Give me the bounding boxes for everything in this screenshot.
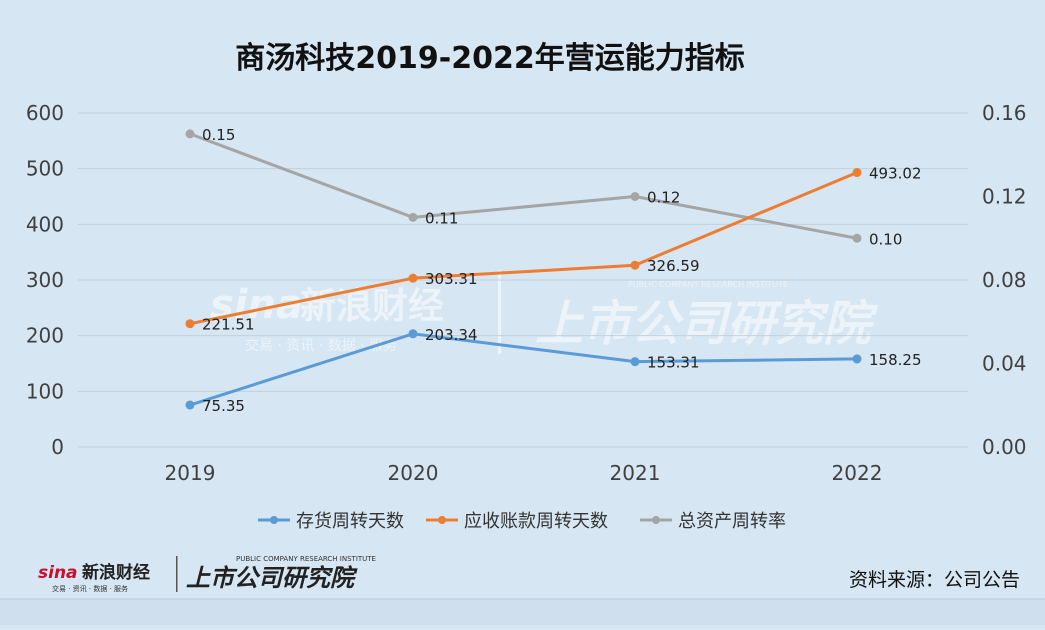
y-left-tick-label: 400 bbox=[26, 212, 64, 236]
data-label: 0.12 bbox=[647, 189, 680, 207]
legend-label-inventory: 存货周转天数 bbox=[296, 511, 404, 532]
data-point bbox=[630, 260, 640, 270]
logo-institute-en: PUBLIC COMPANY RESEARCH INSTITUTE bbox=[236, 555, 376, 563]
data-point bbox=[630, 357, 640, 367]
series-layer: 0.15 0.11 0.12 0.10 221.51 303.31 326.59 493.02… bbox=[185, 126, 922, 415]
legend-marker-inventory bbox=[270, 516, 278, 524]
data-label: 326.59 bbox=[647, 257, 700, 275]
data-point bbox=[852, 168, 862, 178]
data-point bbox=[185, 400, 195, 410]
data-point bbox=[408, 273, 418, 283]
x-tick-label: 2022 bbox=[832, 461, 883, 485]
footer-band bbox=[0, 599, 1045, 625]
data-point bbox=[408, 212, 418, 222]
series-0: 75.35 203.34 153.31 158.25 bbox=[185, 326, 922, 415]
y-left-tick-label: 200 bbox=[26, 324, 64, 348]
data-label: 0.11 bbox=[425, 209, 458, 227]
series-1: 221.51 303.31 326.59 493.02 bbox=[185, 165, 922, 334]
series-2: 0.15 0.11 0.12 0.10 bbox=[185, 126, 902, 248]
y-right-tick-label: 0.16 bbox=[982, 101, 1027, 125]
data-label: 303.31 bbox=[425, 270, 478, 288]
data-point bbox=[185, 129, 195, 139]
axis-labels: 0 100 200 300 400 500 600 0.00 0.04 0.08 0.12 0.16 2… bbox=[26, 101, 1027, 485]
data-label: 153.31 bbox=[647, 354, 700, 372]
y-left-tick-label: 600 bbox=[26, 101, 64, 125]
data-label: 221.51 bbox=[202, 316, 255, 334]
x-tick-label: 2019 bbox=[165, 461, 216, 485]
x-tick-label: 2020 bbox=[388, 461, 439, 485]
y-left-tick-label: 0 bbox=[51, 435, 64, 459]
data-point bbox=[852, 354, 862, 364]
y-right-tick-label: 0.08 bbox=[982, 268, 1027, 292]
watermark-institute-cn: 上市公司研究院 bbox=[535, 296, 879, 352]
logo-divider bbox=[176, 556, 178, 592]
series-line bbox=[189, 171, 858, 326]
data-label: 203.34 bbox=[425, 326, 478, 344]
y-right-tick-label: 0.00 bbox=[982, 435, 1027, 459]
logo-institute-cn: 上市公司研究院 bbox=[186, 564, 358, 592]
bottom-logo: sina 新浪财经 交易 · 资讯 · 数据 · 服务 PUBLIC COMPA… bbox=[38, 555, 376, 593]
watermark-finance: 新浪财经 bbox=[300, 286, 444, 327]
logo-finance: 新浪财经 bbox=[82, 562, 150, 583]
data-label: 158.25 bbox=[869, 351, 922, 369]
legend: 存货周转天数 应收账款周转天数 总资产周转率 bbox=[258, 511, 786, 532]
watermark-divider bbox=[498, 270, 501, 354]
legend-item-inventory: 存货周转天数 bbox=[258, 511, 404, 532]
logo-sina: sina bbox=[38, 563, 78, 583]
legend-item-asset-turnover: 总资产周转率 bbox=[640, 511, 786, 532]
legend-item-receivables: 应收账款周转天数 bbox=[426, 511, 608, 532]
source-note: 资料来源：公司公告 bbox=[849, 569, 1020, 591]
y-left-tick-label: 500 bbox=[26, 157, 64, 181]
data-label: 75.35 bbox=[202, 397, 245, 415]
series-line bbox=[189, 132, 858, 240]
grid-lines bbox=[78, 112, 968, 448]
chart-title: 商汤科技2019-2022年营运能力指标 bbox=[235, 41, 744, 76]
y-right-tick-label: 0.04 bbox=[982, 352, 1027, 376]
y-left-tick-label: 100 bbox=[26, 379, 64, 403]
legend-label-asset-turnover: 总资产周转率 bbox=[678, 511, 786, 532]
watermark-institute-en: PUBLIC COMPANY RESEARCH INSTITUTE bbox=[628, 280, 788, 289]
data-point bbox=[408, 329, 418, 339]
y-right-tick-label: 0.12 bbox=[982, 185, 1027, 209]
data-point bbox=[630, 192, 640, 201]
data-label: 0.15 bbox=[202, 126, 235, 144]
x-tick-label: 2021 bbox=[610, 461, 661, 485]
data-point bbox=[852, 233, 862, 243]
legend-marker-asset-turnover bbox=[652, 516, 660, 524]
legend-marker-receivables bbox=[438, 516, 446, 524]
center-watermark: sina 新浪财经 交易 · 资讯 · 数据 · 服务 PUBLIC COMPA… bbox=[210, 270, 879, 354]
data-label: 493.02 bbox=[869, 165, 922, 183]
data-point bbox=[185, 319, 195, 329]
legend-label-receivables: 应收账款周转天数 bbox=[464, 511, 608, 532]
y-left-tick-label: 300 bbox=[26, 268, 64, 292]
data-label: 0.10 bbox=[869, 230, 902, 248]
logo-sub: 交易 · 资讯 · 数据 · 服务 bbox=[52, 584, 128, 593]
series-line bbox=[189, 332, 858, 407]
